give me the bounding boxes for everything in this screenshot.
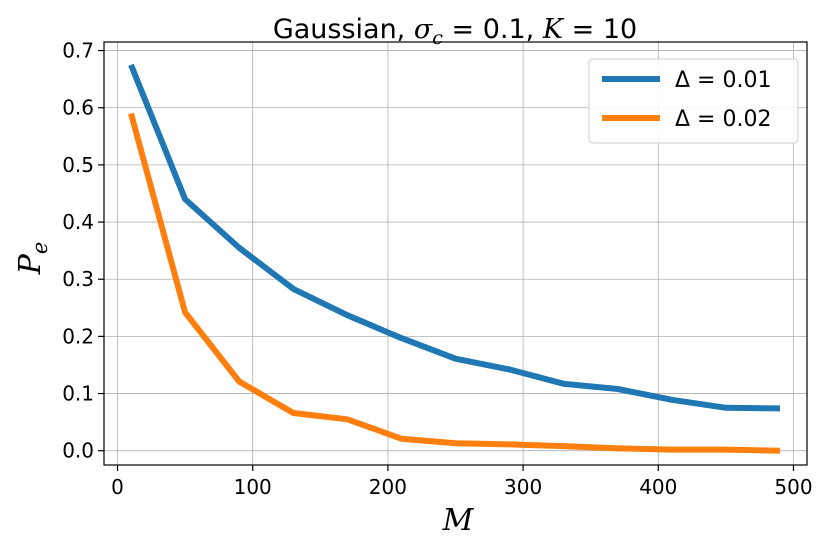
x-tick-label: 100 — [234, 475, 272, 499]
series-line-1 — [128, 63, 781, 412]
y-axis-label: Pe — [13, 242, 52, 276]
y-tick-label: 0.6 — [62, 96, 94, 120]
plot-frame — [103, 41, 808, 466]
y-tick-label: 0.4 — [62, 210, 94, 234]
y-tick-label: 0.2 — [62, 324, 94, 348]
series-line-2 — [128, 112, 781, 454]
x-tick-label: 200 — [369, 475, 407, 499]
legend-label-delta-001: Δ = 0.01 — [675, 68, 771, 93]
axis-ticks: 0 100 200 300 400 500 0.0 0.1 0.2 0.3 0.4 0.5 0.6 0.7 — [62, 39, 812, 499]
x-axis-label: M — [442, 503, 475, 538]
y-tick-label: 0.1 — [62, 382, 94, 406]
y-tick-label: 0.5 — [62, 153, 94, 177]
x-tick-label: 300 — [504, 475, 542, 499]
legend-label-delta-002: Δ = 0.02 — [675, 107, 771, 132]
x-tick-label: 500 — [774, 475, 812, 499]
chart-title: Gaussian, σc = 0.1, K = 10 — [273, 14, 637, 49]
y-tick-label: 0.3 — [62, 267, 94, 291]
legend: Δ = 0.01 Δ = 0.02 — [588, 58, 799, 144]
y-tick-label: 0.7 — [62, 39, 94, 63]
series-lines — [128, 63, 781, 454]
y-tick-label: 0.0 — [62, 439, 94, 463]
x-tick-label: 0 — [111, 475, 124, 499]
x-tick-label: 400 — [639, 475, 677, 499]
